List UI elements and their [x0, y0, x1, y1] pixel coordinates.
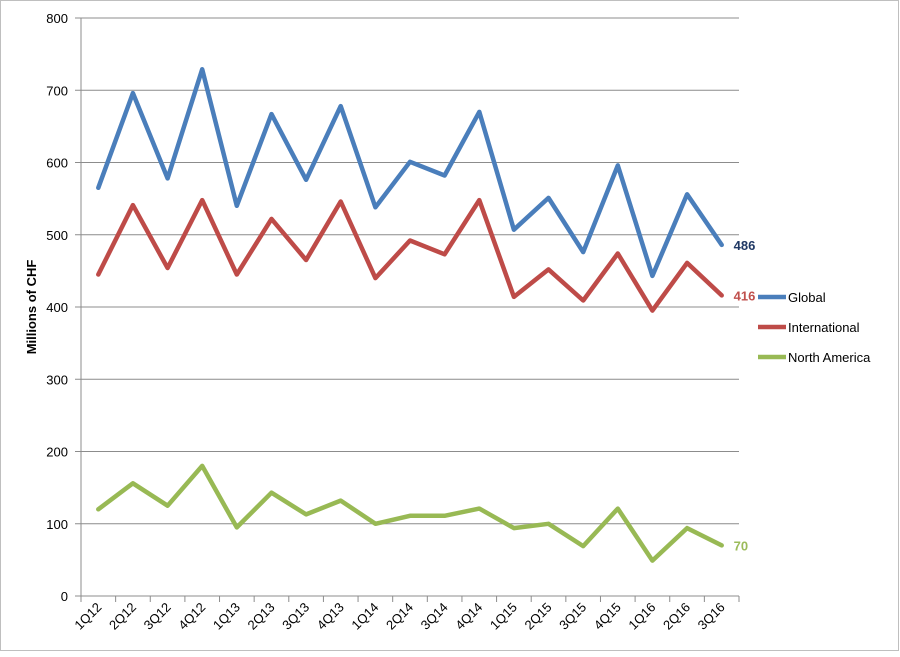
gridlines: [81, 17, 739, 525]
legend: Global International North America: [758, 290, 871, 365]
series-line-global: [96, 67, 724, 279]
y-tick-label: 200: [46, 445, 68, 460]
end-label-international: 416: [734, 288, 756, 303]
y-axis-title: Millions of CHF: [24, 260, 39, 355]
x-tick-label: 2Q16: [660, 600, 693, 633]
y-tick-label: 100: [46, 517, 68, 532]
x-tick-label: 2Q14: [383, 600, 416, 633]
x-tick-label: 1Q13: [210, 600, 243, 633]
x-axis: [75, 17, 740, 602]
legend-label: North America: [788, 350, 871, 365]
legend-label: Global: [788, 290, 826, 305]
x-tick-label: 4Q14: [452, 600, 485, 633]
series-line-north-america: [96, 463, 724, 563]
x-tick-label: 3Q12: [141, 600, 174, 633]
legend-label: International: [788, 320, 860, 335]
x-tick-label: 2Q15: [522, 600, 555, 633]
x-tick-label: 3Q16: [695, 600, 728, 633]
x-axis-tick-labels: 1Q12 2Q12 3Q12 4Q12 1Q13 2Q13 3Q13 4Q13 1Q14 2Q14…: [71, 600, 727, 633]
y-tick-label: 800: [46, 11, 68, 26]
series-lines: [96, 67, 724, 563]
x-tick-label: 4Q15: [591, 600, 624, 633]
y-tick-label: 400: [46, 300, 68, 315]
y-axis-tick-labels: 0 100 200 300 400 500 600 700 800: [46, 11, 68, 604]
end-label-north-america: 70: [734, 538, 748, 553]
x-tick-label: 1Q16: [625, 600, 658, 633]
y-tick-label: 300: [46, 372, 68, 387]
y-tick-label: 500: [46, 228, 68, 243]
x-tick-label: 4Q12: [175, 600, 208, 633]
x-tick-label: 3Q15: [556, 600, 589, 633]
x-tick-label: 3Q13: [279, 600, 312, 633]
x-tick-label: 1Q14: [348, 600, 381, 633]
x-tick-label: 2Q12: [106, 600, 139, 633]
series-line-international: [96, 197, 724, 313]
y-tick-label: 700: [46, 83, 68, 98]
x-tick-label: 2Q13: [244, 600, 277, 633]
y-tick-label: 600: [46, 156, 68, 171]
y-tick-label: 0: [61, 589, 68, 604]
x-tick-label: 1Q12: [71, 600, 104, 633]
x-tick-label: 4Q13: [314, 600, 347, 633]
x-tick-label: 1Q15: [487, 600, 520, 633]
end-value-labels: 486 416 70: [734, 238, 756, 554]
x-tick-label: 3Q14: [418, 600, 451, 633]
end-label-global: 486: [734, 238, 756, 253]
